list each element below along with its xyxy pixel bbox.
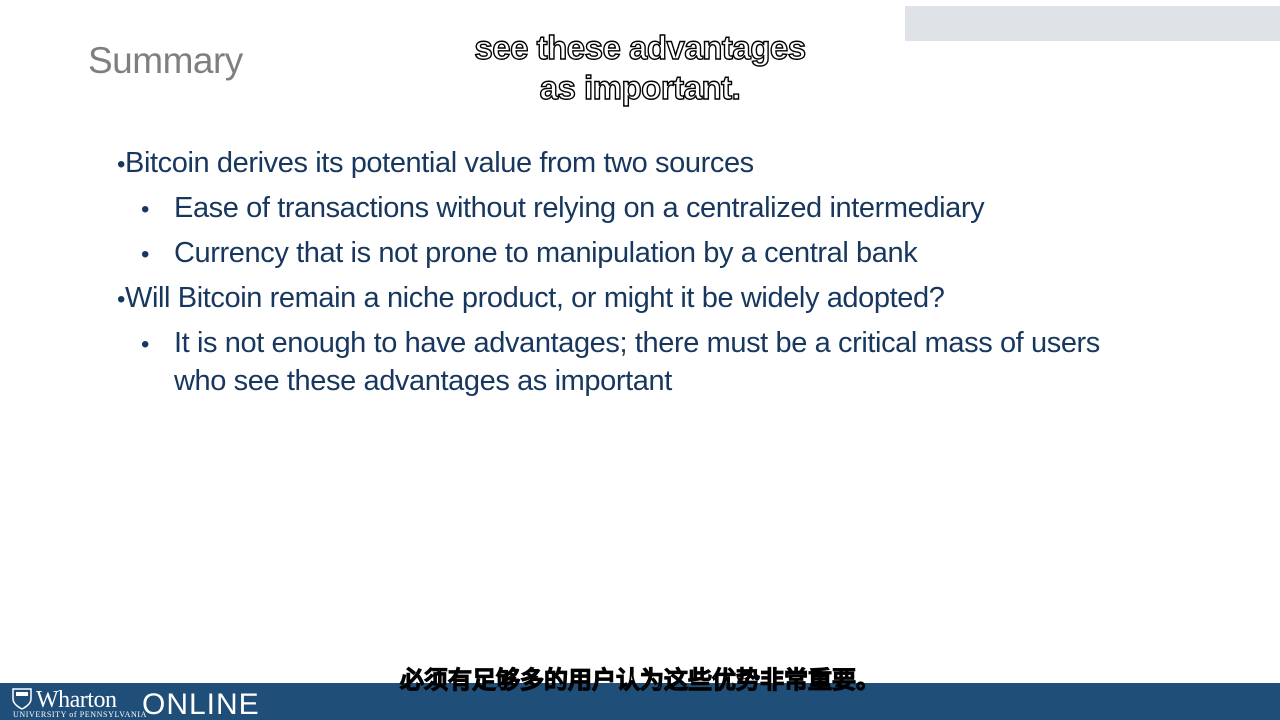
wharton-logo: Wharton bbox=[36, 687, 117, 713]
penn-shield-icon bbox=[12, 688, 32, 710]
english-subtitle-line-1: see these advantages bbox=[474, 28, 807, 66]
english-subtitle: see these advantages as important. bbox=[340, 28, 940, 108]
chinese-subtitle: 必须有足够多的用户认为这些优势非常重要。 bbox=[400, 666, 881, 695]
bullet-dot: • bbox=[117, 286, 126, 313]
online-label: ONLINE bbox=[142, 688, 260, 720]
sub-bullet-dot: • bbox=[141, 241, 150, 268]
english-subtitle-line-2: as important. bbox=[539, 68, 742, 106]
sub-bullet-item: Ease of transactions without relying on … bbox=[174, 192, 985, 224]
sub-bullet-item-continued: who see these advantages as important bbox=[174, 365, 672, 397]
university-label: UNIVERSITY of PENNSYLVANIA bbox=[13, 710, 147, 719]
top-right-panel bbox=[905, 6, 1280, 41]
sub-bullet-dot: • bbox=[141, 196, 150, 223]
footer-bar: Wharton UNIVERSITY of PENNSYLVANIA ONLIN… bbox=[0, 683, 1280, 720]
slide-title: Summary bbox=[88, 40, 243, 81]
bullet-item: Will Bitcoin remain a niche product, or … bbox=[125, 282, 945, 314]
bullet-item: Bitcoin derives its potential value from… bbox=[125, 147, 754, 179]
sub-bullet-item: Currency that is not prone to manipulati… bbox=[174, 237, 918, 269]
sub-bullet-item: It is not enough to have advantages; the… bbox=[174, 327, 1100, 359]
bullet-dot: • bbox=[117, 151, 126, 178]
sub-bullet-dot: • bbox=[141, 331, 150, 358]
